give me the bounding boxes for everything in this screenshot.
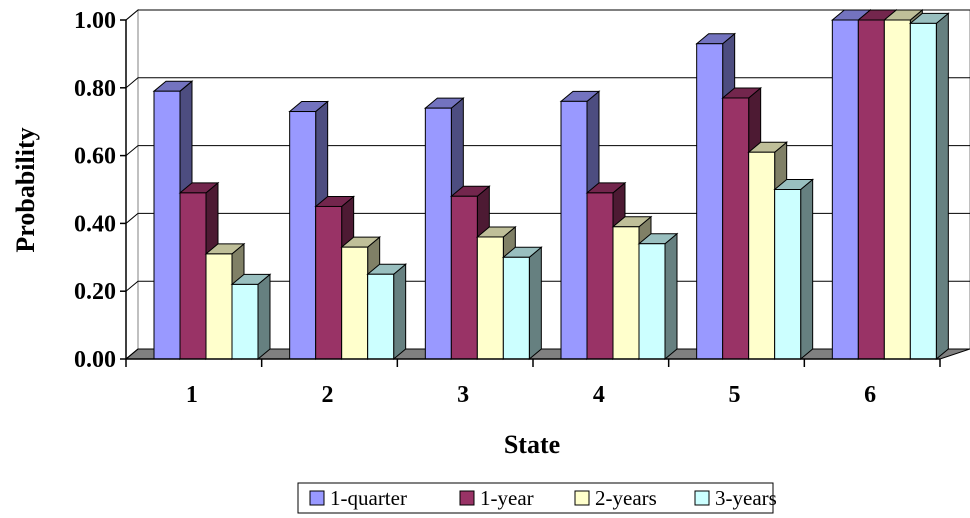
bar-side <box>664 232 678 361</box>
gridline <box>125 145 970 156</box>
legend-label: 1-quarter <box>330 486 407 510</box>
gridline <box>125 77 970 89</box>
bar-front <box>231 283 259 360</box>
side-wall <box>125 8 139 361</box>
bar-front <box>774 189 802 360</box>
bar-front <box>424 107 452 360</box>
axes <box>120 19 941 367</box>
legend-label: 2-years <box>595 486 657 510</box>
legend-item: 3-years <box>694 486 777 510</box>
bar <box>501 246 543 361</box>
legend-swatch <box>309 490 325 506</box>
legend-item: 1-quarter <box>309 486 407 510</box>
bar-front <box>748 151 776 360</box>
x-tick-label: 4 <box>593 382 605 408</box>
bar <box>637 232 679 361</box>
bar-front <box>476 236 504 360</box>
bar-front <box>857 19 885 360</box>
legend-swatch <box>694 490 710 506</box>
legend-frame <box>297 482 774 514</box>
bar <box>230 273 272 361</box>
gridline <box>125 9 970 21</box>
gridline <box>125 212 970 224</box>
x-axis-title: State <box>504 430 560 459</box>
y-tick-label: 0.20 <box>74 279 116 305</box>
bar-front <box>560 100 588 360</box>
bar <box>366 263 408 361</box>
x-tick-label: 2 <box>322 382 334 408</box>
bar-front <box>696 43 724 360</box>
bar-side <box>393 263 407 361</box>
bar-front <box>502 256 530 360</box>
bar-side <box>800 178 814 361</box>
y-tick-label: 0.80 <box>74 76 116 102</box>
bar-front <box>289 111 317 360</box>
y-tick-labels: 0.00 0.20 0.40 0.60 0.80 1.00 <box>74 8 116 373</box>
x-tick-labels: 1 2 3 4 5 6 <box>186 382 876 408</box>
x-tick-label: 5 <box>729 382 741 408</box>
gridline <box>125 280 970 292</box>
bar-side <box>935 12 949 361</box>
bar-front <box>450 195 478 360</box>
bar <box>908 12 950 361</box>
y-tick-label: 1.00 <box>74 8 116 34</box>
y-axis-title: Probability <box>11 127 40 252</box>
legend-swatch <box>574 490 590 506</box>
legend-label: 1-year <box>480 486 534 510</box>
bar-front <box>638 243 666 360</box>
x-tick-label: 3 <box>457 382 469 408</box>
x-tick-label: 6 <box>864 382 876 408</box>
legend-swatch <box>459 490 475 506</box>
y-tick-label: 0.40 <box>74 211 116 237</box>
legend-label: 3-years <box>715 486 777 510</box>
bar-front <box>367 273 395 360</box>
bar-front <box>153 90 181 360</box>
y-tick-label: 0.00 <box>74 347 116 373</box>
bar-side <box>528 246 542 361</box>
legend-item: 1-year <box>459 486 534 510</box>
bar-front <box>205 253 233 360</box>
bar-front <box>909 22 937 360</box>
gridlines <box>125 9 970 360</box>
bar-front <box>722 97 750 360</box>
legend-item: 2-years <box>574 486 657 510</box>
x-tick-label: 1 <box>186 382 198 408</box>
bar-front <box>612 226 640 360</box>
bar <box>204 242 246 361</box>
bar-front <box>315 205 343 360</box>
bar-side <box>257 273 271 361</box>
bar-front <box>341 246 369 360</box>
gridline <box>125 348 970 360</box>
bar-front <box>586 192 614 360</box>
bar-front <box>179 192 207 360</box>
bar-front <box>883 19 911 360</box>
y-tick-label: 0.60 <box>74 144 116 170</box>
bar <box>773 178 815 361</box>
bar-front <box>831 19 859 360</box>
legend: 1-quarter 1-year 2-years 3-years <box>297 482 777 514</box>
